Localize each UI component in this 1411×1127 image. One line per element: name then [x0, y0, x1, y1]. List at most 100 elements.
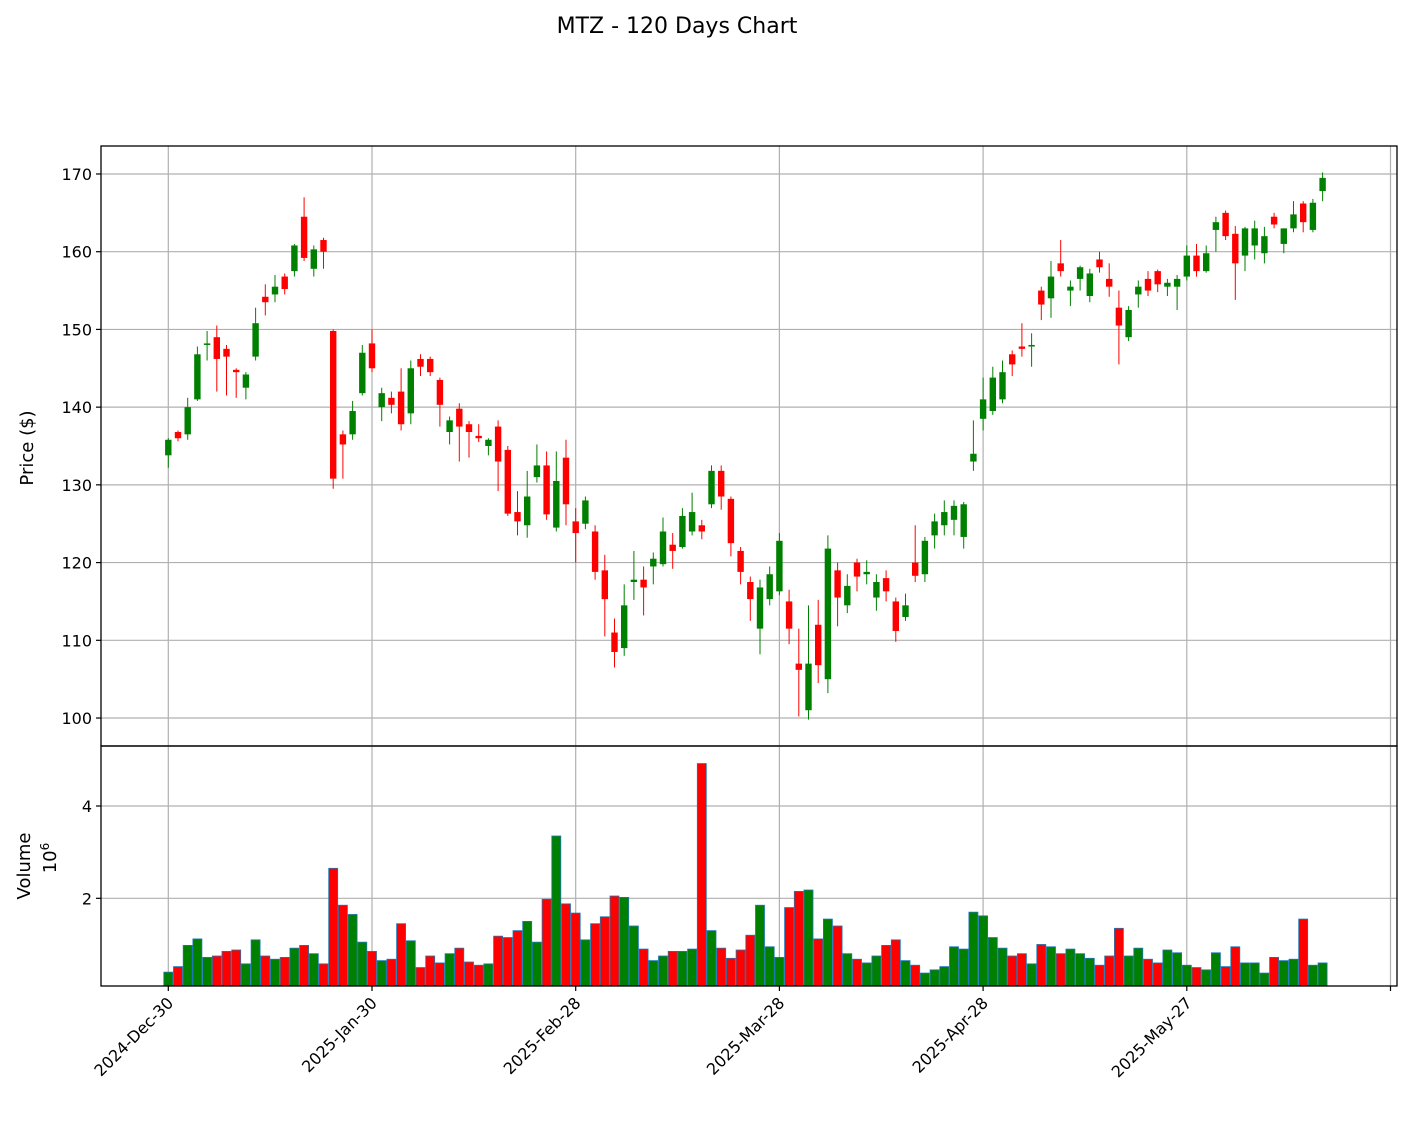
volume-bar — [1036, 944, 1047, 987]
candle-body — [1018, 346, 1026, 349]
candle-body — [1164, 282, 1171, 287]
volume-bar — [726, 957, 736, 987]
candle-body — [1280, 228, 1287, 244]
price-tick-label: 170 — [61, 165, 92, 184]
candle-body — [494, 426, 502, 462]
volume-bar — [376, 960, 387, 987]
candle-body — [999, 372, 1006, 400]
volume-bar — [1007, 955, 1018, 987]
candle-body — [921, 540, 929, 575]
candle-body — [931, 521, 938, 536]
candle-body — [776, 540, 783, 592]
volume-bar — [823, 918, 833, 987]
volume-bar — [599, 916, 610, 987]
volume-bar — [221, 950, 232, 987]
volume-bar — [270, 958, 280, 987]
candle-body — [708, 470, 715, 505]
volume-bar — [997, 947, 1008, 987]
candle-body — [1067, 286, 1074, 291]
candle-body — [1300, 203, 1307, 223]
candle-body — [718, 470, 725, 497]
candle-body — [378, 393, 385, 408]
volume-bar — [1259, 972, 1270, 987]
candle-body — [824, 548, 832, 680]
volume-bar — [1181, 964, 1192, 987]
volume-bar — [347, 914, 358, 987]
volume-bar — [473, 964, 484, 987]
volume-bar — [240, 963, 251, 987]
candle-body — [1047, 276, 1055, 299]
candle-body — [262, 296, 269, 303]
volume-bar — [842, 953, 853, 987]
price-tick-label: 140 — [61, 398, 92, 417]
candle-body — [756, 587, 764, 629]
volume-bar — [318, 963, 329, 987]
volume-bar — [444, 953, 455, 987]
candle-body — [485, 439, 492, 446]
volume-bar — [502, 937, 513, 987]
candle-body — [621, 605, 628, 649]
volume-bar — [580, 939, 591, 987]
price-tick-label: 160 — [61, 243, 92, 262]
volume-bar — [1123, 955, 1134, 987]
candle-body — [582, 500, 589, 524]
price-y-axis: 100 110 120 130 140 150 160 170 — [61, 165, 101, 728]
candle-body — [805, 663, 812, 711]
candle-body — [795, 663, 802, 670]
candle-body — [252, 323, 259, 357]
candle-body — [979, 399, 987, 419]
candle-body — [834, 570, 841, 598]
volume-bar — [939, 966, 950, 987]
volume-bar — [182, 944, 193, 987]
candle-body — [213, 337, 220, 359]
volume-bar — [250, 939, 261, 987]
volume-bar — [357, 941, 368, 987]
volume-bar — [512, 930, 523, 987]
volume-bar — [1026, 963, 1037, 987]
volume-bar — [609, 895, 620, 987]
candle-body — [407, 368, 414, 414]
candle-body — [892, 601, 899, 631]
volume-bar — [532, 941, 542, 987]
volume-bar — [1240, 962, 1250, 987]
candle-body — [912, 562, 919, 576]
candle-body — [785, 601, 793, 629]
volume-bar — [1308, 964, 1318, 987]
candle-body — [514, 512, 521, 522]
candle-body — [1096, 259, 1103, 268]
candle-body — [1009, 354, 1016, 365]
chart-title: MTZ - 120 Days Chart — [557, 14, 798, 39]
candle-body — [1270, 216, 1278, 225]
volume-y-axis: 24 — [82, 797, 101, 908]
volume-bar — [987, 937, 998, 987]
candle-body — [1290, 214, 1297, 229]
candle-body — [368, 343, 376, 369]
candle-body — [1135, 286, 1142, 295]
volume-bar — [1191, 967, 1202, 987]
candle-body — [1222, 212, 1229, 237]
candle-body — [669, 544, 676, 551]
volume-bar — [677, 950, 688, 987]
candle-body — [640, 579, 647, 588]
volume-bar — [1162, 949, 1173, 987]
volume-bar — [1075, 953, 1085, 987]
candle-body — [747, 582, 754, 600]
volume-bar — [454, 947, 465, 987]
candle-body — [1144, 278, 1152, 291]
candle-body — [630, 579, 638, 583]
candle-body — [1232, 233, 1239, 264]
candle-body — [1309, 202, 1317, 230]
volume-bar — [667, 950, 678, 987]
volume-bar — [881, 944, 891, 987]
candle-body — [950, 505, 958, 520]
volume-bar — [260, 955, 271, 987]
candle-body — [291, 245, 298, 272]
volume-scale-label: 106 — [38, 843, 61, 874]
candle-body — [271, 286, 279, 295]
volume-bar — [299, 944, 310, 987]
candle-body — [330, 330, 337, 479]
candle-body — [223, 348, 230, 357]
volume-bar — [396, 923, 407, 987]
volume-bar — [832, 925, 843, 987]
volume-bar — [871, 955, 882, 987]
